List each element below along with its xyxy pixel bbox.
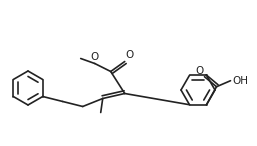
Text: OH: OH xyxy=(233,76,249,86)
Text: O: O xyxy=(126,51,134,60)
Text: O: O xyxy=(195,66,204,76)
Text: O: O xyxy=(91,53,99,62)
